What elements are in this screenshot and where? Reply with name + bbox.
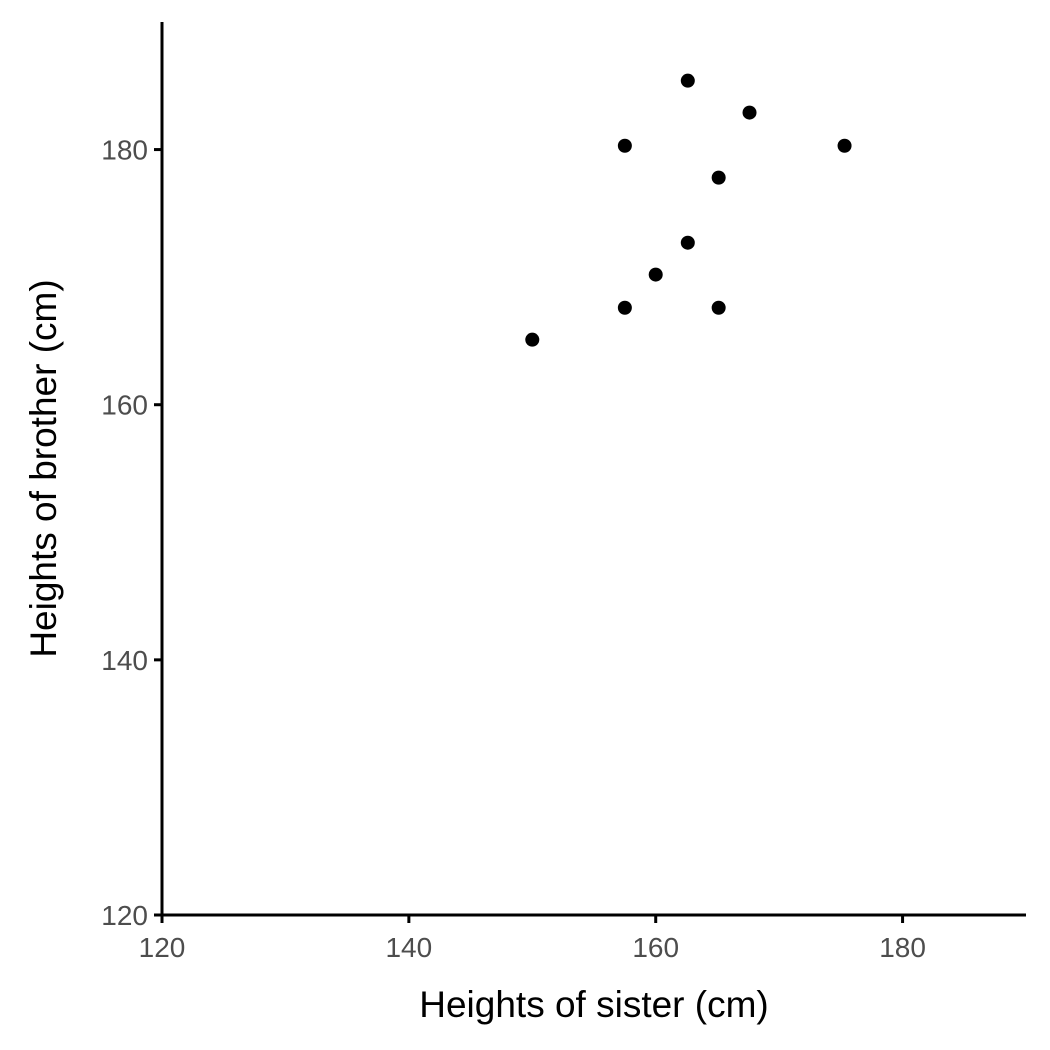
data-point [680,235,695,250]
y-tick-label: 140 [101,645,148,676]
data-point [617,300,632,315]
data-point [742,105,757,120]
data-point [525,332,540,347]
x-tick-label: 120 [139,932,186,963]
y-tick-label: 160 [101,390,148,421]
data-point [648,267,663,282]
x-tick-label: 180 [879,932,926,963]
x-tick-label: 140 [385,932,432,963]
data-point [711,300,726,315]
data-point [617,138,632,153]
x-axis-ticks: 120 140 160 180 [139,915,926,963]
data-point [837,138,852,153]
y-axis-ticks: 120 140 160 180 [101,135,162,931]
x-tick-label: 160 [632,932,679,963]
points-layer [525,73,852,347]
y-tick-label: 180 [101,135,148,166]
y-axis-title: Heights of brother (cm) [23,279,64,657]
data-point [680,73,695,88]
data-point [711,170,726,185]
x-axis-title: Heights of sister (cm) [419,984,769,1025]
y-tick-label: 120 [101,900,148,931]
